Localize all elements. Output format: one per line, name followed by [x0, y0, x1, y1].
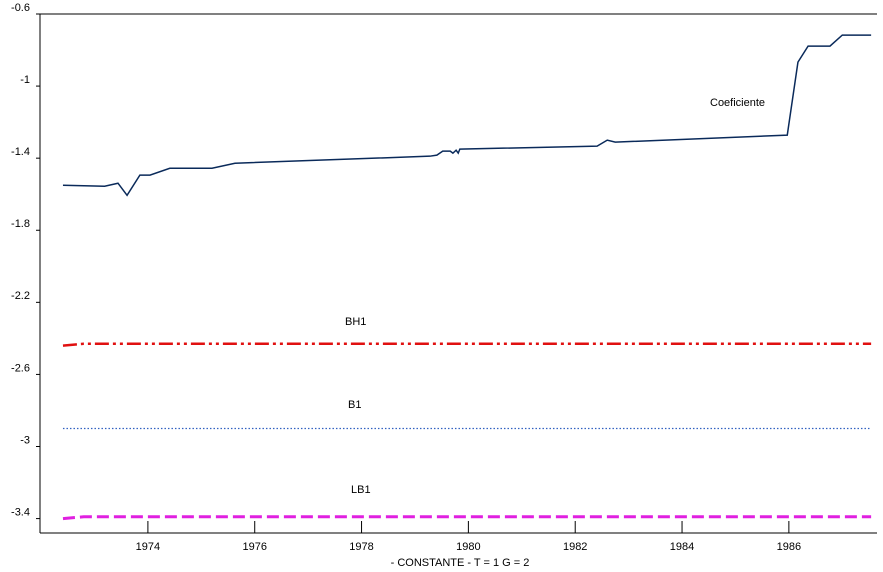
- series-label: LB1: [351, 484, 371, 496]
- x-tick-label: 1980: [456, 541, 480, 553]
- series-label: B1: [348, 399, 361, 411]
- line-series: [62, 342, 872, 347]
- y-tick-label: -1.4: [11, 146, 30, 158]
- series-label: Coeficiente: [710, 97, 765, 109]
- y-tick-label: -0.6: [11, 2, 30, 14]
- line-series: [62, 515, 872, 521]
- x-axis-label: - CONSTANTE - T = 1 G = 2: [391, 557, 530, 569]
- line-series: [62, 34, 872, 197]
- x-tick-label: 1986: [777, 541, 801, 553]
- y-tick-label: -2.2: [11, 290, 30, 302]
- x-tick-label: 1982: [563, 541, 587, 553]
- series-label: BH1: [345, 316, 366, 328]
- y-tick-label: -1: [20, 74, 30, 86]
- y-tick-label: -1.8: [11, 218, 30, 230]
- y-tick-label: -3: [20, 434, 30, 446]
- x-tick-label: 1984: [670, 541, 694, 553]
- x-tick-label: 1974: [136, 541, 160, 553]
- x-tick-label: 1976: [242, 541, 266, 553]
- y-tick-label: -2.6: [11, 362, 30, 374]
- y-tick-label: -3.4: [11, 506, 30, 518]
- x-tick-label: 1978: [349, 541, 373, 553]
